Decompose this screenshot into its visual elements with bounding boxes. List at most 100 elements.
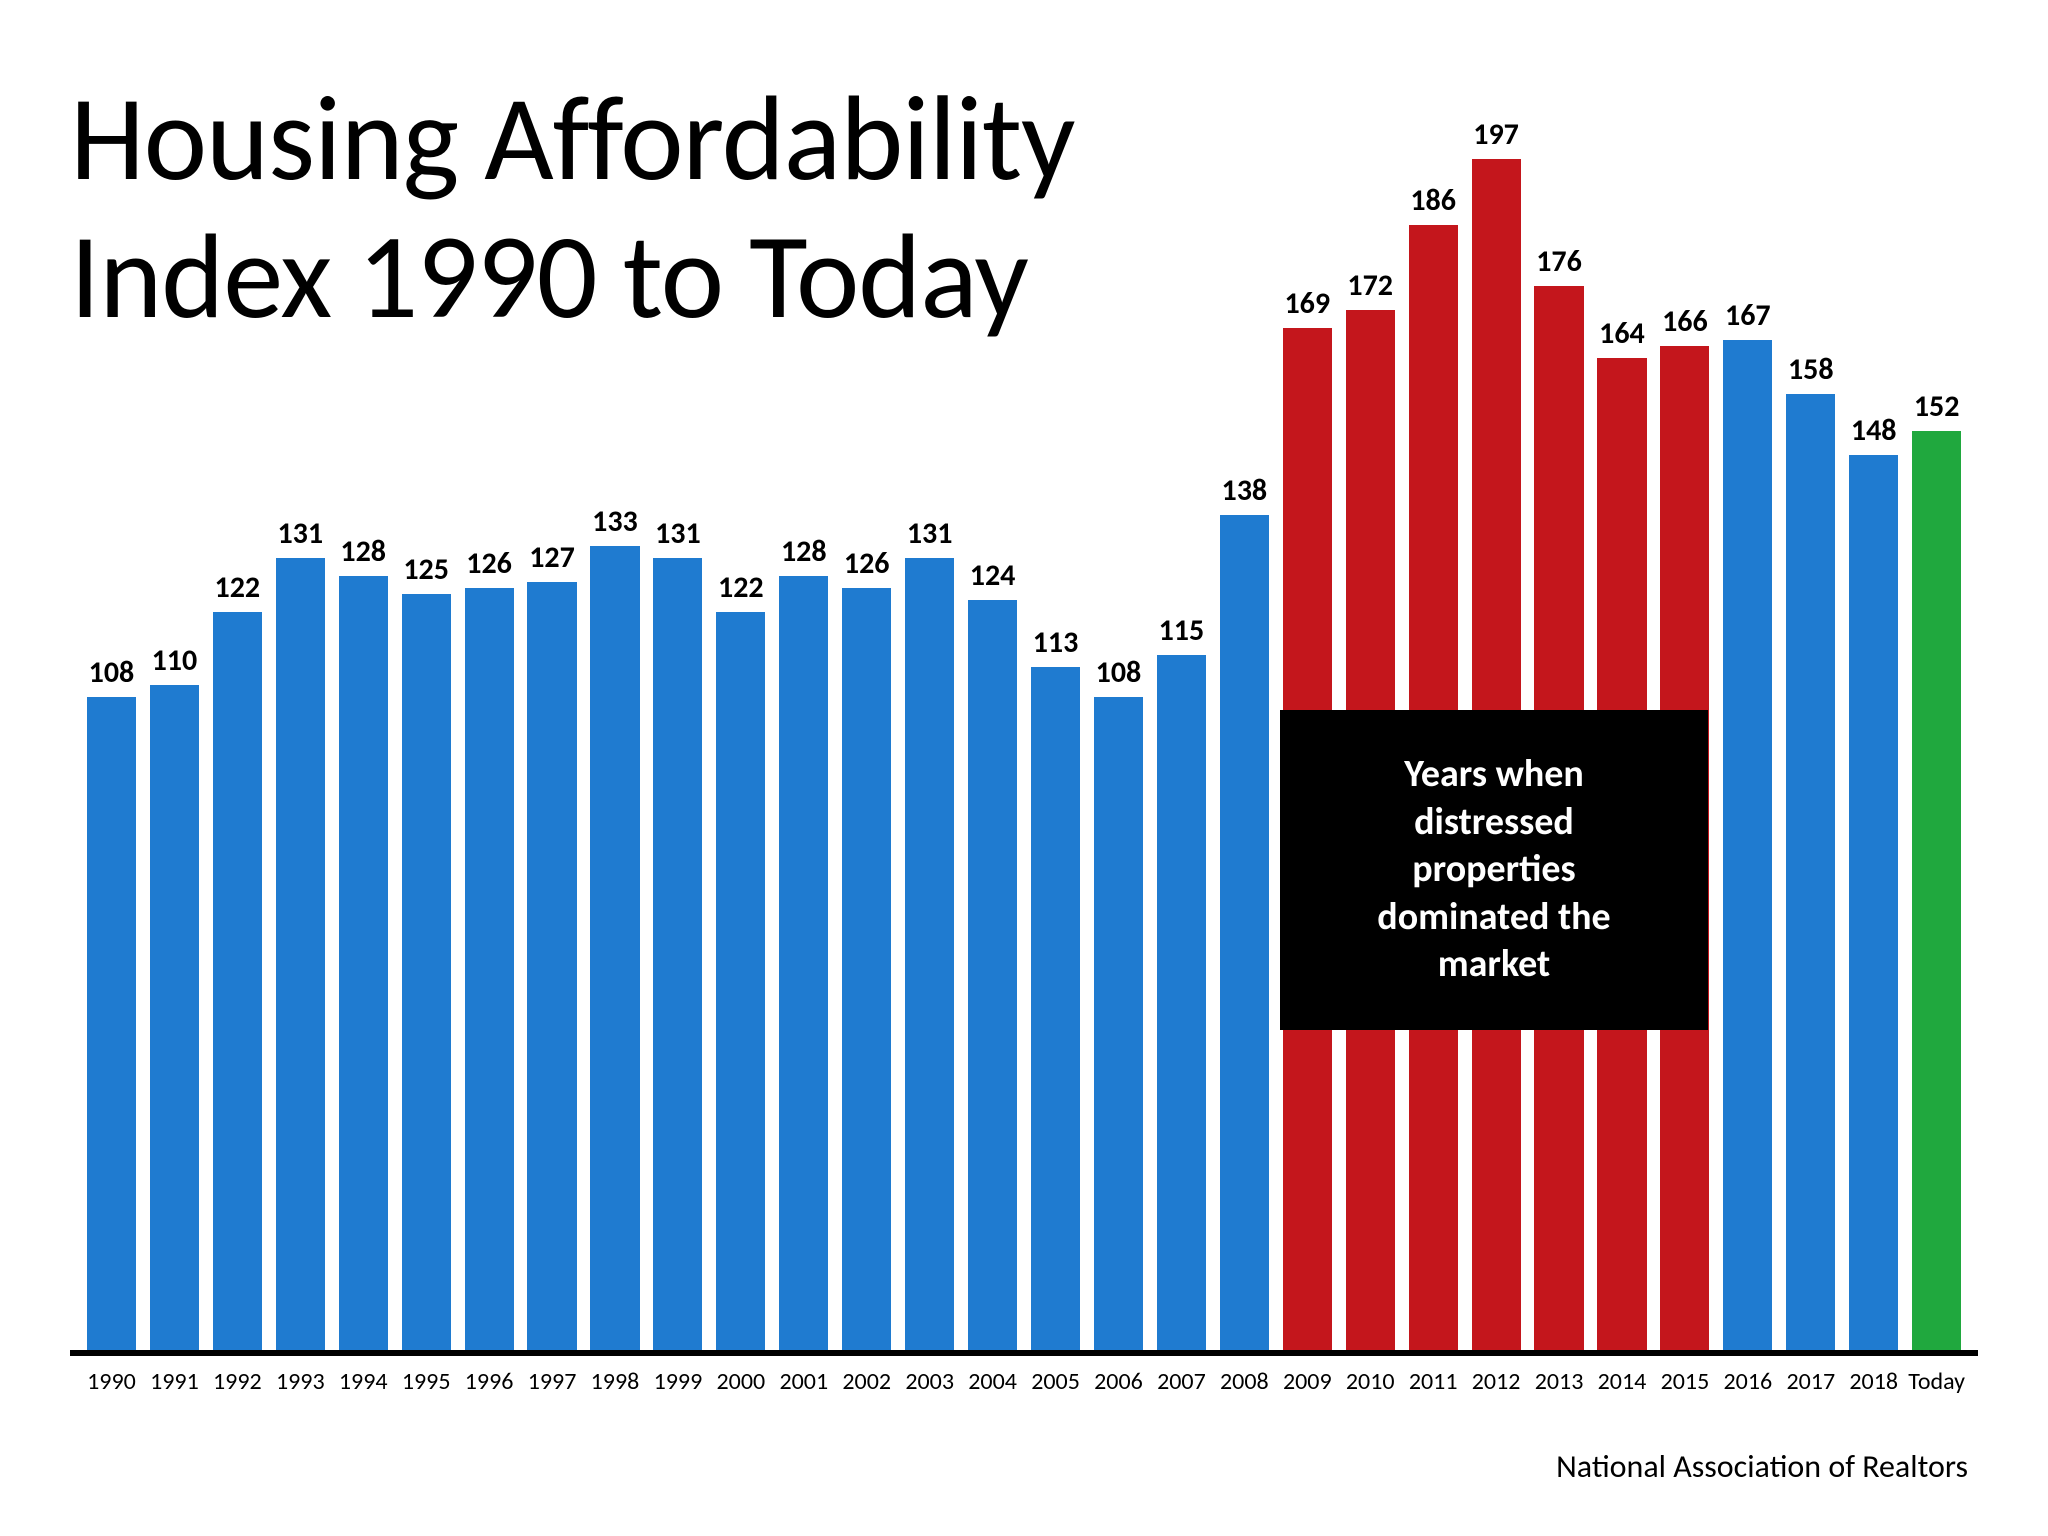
bar-slot: 131 — [269, 80, 332, 1350]
x-axis-label: 2003 — [898, 1367, 961, 1396]
bar-value-label: 122 — [215, 569, 261, 606]
bar-value-label: 176 — [1536, 243, 1582, 280]
bar-value-label: 124 — [970, 557, 1016, 594]
x-axis-label: 2011 — [1402, 1367, 1465, 1396]
bar-slot: 128 — [332, 80, 395, 1350]
bar-value-label: 126 — [466, 545, 512, 582]
x-axis-label: 2018 — [1842, 1367, 1905, 1396]
bar-slot: 115 — [1150, 80, 1213, 1350]
bar-value-label: 169 — [1284, 285, 1330, 322]
x-axis-label: 2015 — [1653, 1367, 1716, 1396]
x-axis-label: 2009 — [1276, 1367, 1339, 1396]
x-axis-label: 1998 — [584, 1367, 647, 1396]
bar: 108 — [87, 697, 136, 1350]
x-axis-label: 2012 — [1465, 1367, 1528, 1396]
x-axis-label: 1992 — [206, 1367, 269, 1396]
bar: 115 — [1157, 655, 1206, 1350]
bar: 127 — [527, 582, 576, 1350]
bar-value-label: 127 — [529, 539, 575, 576]
x-axis-label: 2005 — [1024, 1367, 1087, 1396]
source-attribution: National Association of Realtors — [1556, 1447, 1968, 1486]
bar: 108 — [1094, 697, 1143, 1350]
bar-value-label: 167 — [1725, 297, 1771, 334]
x-axis-label: 2004 — [961, 1367, 1024, 1396]
bar: 131 — [653, 558, 702, 1350]
x-axis-label: 2002 — [835, 1367, 898, 1396]
x-axis-label: Today — [1905, 1367, 1968, 1396]
bar: 122 — [716, 612, 765, 1350]
bar-slot: 138 — [1213, 80, 1276, 1350]
bar-slot: 128 — [772, 80, 835, 1350]
x-axis-label: 1991 — [143, 1367, 206, 1396]
bar-value-label: 128 — [781, 533, 827, 570]
bar-value-label: 164 — [1599, 315, 1645, 352]
bar-value-label: 186 — [1410, 182, 1456, 219]
bar: 126 — [465, 588, 514, 1350]
bar-slot: 124 — [961, 80, 1024, 1350]
bar: 148 — [1849, 455, 1898, 1350]
x-axis-label: 1997 — [521, 1367, 584, 1396]
bar-value-label: 126 — [844, 545, 890, 582]
x-axis-label: 2010 — [1339, 1367, 1402, 1396]
bar-slot: 127 — [521, 80, 584, 1350]
bar: 124 — [968, 600, 1017, 1350]
bar: 138 — [1220, 515, 1269, 1350]
bar: 133 — [590, 546, 639, 1350]
bar-slot: 148 — [1842, 80, 1905, 1350]
bar-value-label: 172 — [1347, 267, 1393, 304]
bar-value-label: 125 — [403, 551, 449, 588]
bar: 122 — [213, 612, 262, 1350]
bar-value-label: 138 — [1222, 472, 1268, 509]
x-axis-baseline — [70, 1350, 1978, 1356]
bar-value-label: 166 — [1662, 303, 1708, 340]
bar-slot: 126 — [835, 80, 898, 1350]
x-axis-label: 1990 — [80, 1367, 143, 1396]
x-axis-label: 2008 — [1213, 1367, 1276, 1396]
bar-value-label: 115 — [1159, 612, 1205, 649]
x-axis-label: 2014 — [1591, 1367, 1654, 1396]
bar: 113 — [1031, 667, 1080, 1350]
bar-value-label: 110 — [152, 642, 198, 679]
bar: 110 — [150, 685, 199, 1350]
annotation-distressed-years: Years whendistressedpropertiesdominated … — [1280, 710, 1708, 1030]
bar: 131 — [905, 558, 954, 1350]
bar-slot: 125 — [395, 80, 458, 1350]
bar-value-label: 158 — [1788, 351, 1834, 388]
x-axis-label: 1994 — [332, 1367, 395, 1396]
bar-value-label: 113 — [1033, 624, 1079, 661]
bar-slot: 131 — [646, 80, 709, 1350]
x-axis-label: 1999 — [646, 1367, 709, 1396]
bar-value-label: 148 — [1851, 412, 1897, 449]
x-axis-label: 2000 — [709, 1367, 772, 1396]
bar: 126 — [842, 588, 891, 1350]
bar-slot: 158 — [1779, 80, 1842, 1350]
bar-slot: 122 — [206, 80, 269, 1350]
bar: 128 — [779, 576, 828, 1350]
bar-value-label: 197 — [1473, 116, 1519, 153]
bar-value-label: 133 — [592, 503, 638, 540]
x-axis-label: 2007 — [1150, 1367, 1213, 1396]
bar-slot: 152 — [1905, 80, 1968, 1350]
bar: 152 — [1912, 431, 1961, 1350]
x-axis-label: 1996 — [458, 1367, 521, 1396]
bar-value-label: 108 — [1096, 654, 1142, 691]
x-axis-label: 1995 — [395, 1367, 458, 1396]
bar-value-label: 152 — [1914, 388, 1960, 425]
x-axis-label: 2001 — [772, 1367, 835, 1396]
x-axis-labels: 1990199119921993199419951996199719981999… — [80, 1367, 1968, 1396]
x-axis-label: 2017 — [1779, 1367, 1842, 1396]
bar: 125 — [402, 594, 451, 1350]
bar-value-label: 122 — [718, 569, 764, 606]
bar: 131 — [276, 558, 325, 1350]
bar-value-label: 128 — [340, 533, 386, 570]
bar-slot: 133 — [584, 80, 647, 1350]
bar-slot: 122 — [709, 80, 772, 1350]
x-axis-label: 2016 — [1716, 1367, 1779, 1396]
bar: 128 — [339, 576, 388, 1350]
x-axis-label: 1993 — [269, 1367, 332, 1396]
bar-value-label: 108 — [89, 654, 135, 691]
bar-value-label: 131 — [907, 515, 953, 552]
bar-slot: 131 — [898, 80, 961, 1350]
bar-value-label: 131 — [277, 515, 323, 552]
bar-slot: 110 — [143, 80, 206, 1350]
